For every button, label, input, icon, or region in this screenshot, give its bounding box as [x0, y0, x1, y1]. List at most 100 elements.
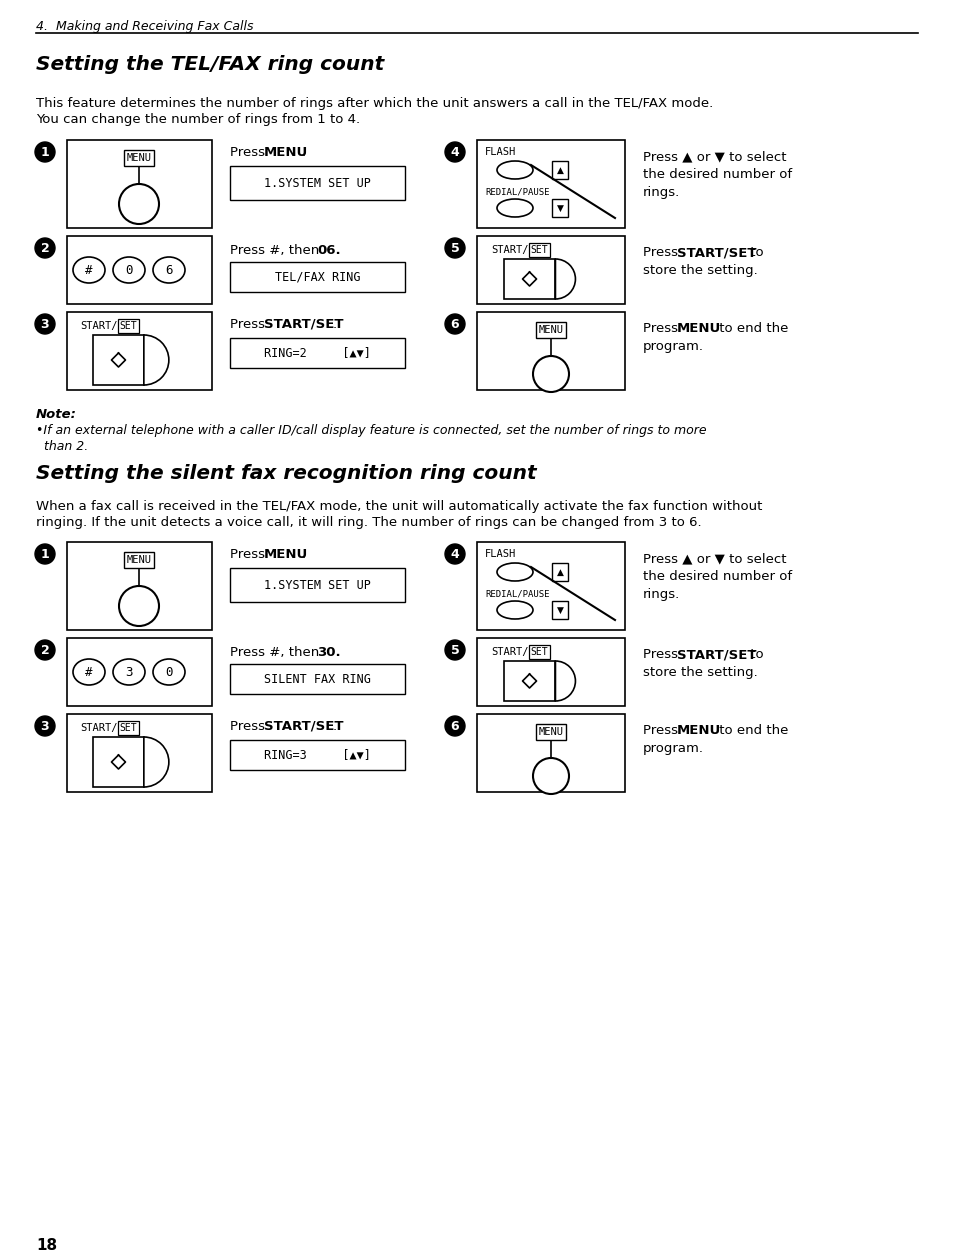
- Text: 1: 1: [41, 548, 50, 560]
- Text: Setting the silent fax recognition ring count: Setting the silent fax recognition ring …: [36, 465, 536, 483]
- Text: START/SET: START/SET: [677, 648, 756, 661]
- Circle shape: [533, 758, 568, 794]
- Circle shape: [35, 544, 55, 564]
- Text: MENU: MENU: [677, 724, 720, 737]
- Bar: [552, 563, 567, 580]
- Bar: [67, 140, 212, 228]
- Text: Press: Press: [230, 719, 269, 733]
- Text: MENU: MENU: [677, 322, 720, 335]
- Bar: [476, 638, 624, 706]
- Text: ▲: ▲: [556, 165, 563, 175]
- Circle shape: [444, 716, 464, 737]
- Bar: [503, 259, 555, 298]
- Circle shape: [35, 238, 55, 258]
- Text: 4.  Making and Receiving Fax Calls: 4. Making and Receiving Fax Calls: [36, 20, 253, 33]
- Text: START/: START/: [80, 321, 117, 331]
- Text: the desired number of: the desired number of: [642, 167, 791, 181]
- Bar: [476, 140, 624, 228]
- Text: to end the: to end the: [714, 724, 787, 737]
- Circle shape: [119, 585, 159, 626]
- Circle shape: [35, 142, 55, 162]
- Ellipse shape: [497, 601, 533, 619]
- Bar: [476, 235, 624, 303]
- Ellipse shape: [73, 257, 105, 283]
- Text: 1: 1: [41, 146, 50, 159]
- Text: RING=2     [▲▼]: RING=2 [▲▼]: [264, 346, 371, 360]
- Text: Press: Press: [230, 317, 269, 331]
- Text: than 2.: than 2.: [36, 439, 89, 453]
- Text: 6: 6: [165, 263, 172, 277]
- Text: 06.: 06.: [316, 243, 340, 257]
- Bar: [93, 737, 144, 787]
- Text: #: #: [85, 263, 92, 277]
- Text: START/: START/: [80, 723, 117, 733]
- Text: 5: 5: [450, 242, 459, 254]
- Text: 0: 0: [165, 666, 172, 679]
- Ellipse shape: [112, 658, 145, 685]
- Text: START/: START/: [491, 647, 528, 657]
- Text: MENU: MENU: [264, 146, 308, 159]
- Text: •If an external telephone with a caller ID/call display feature is connected, se: •If an external telephone with a caller …: [36, 424, 706, 437]
- Circle shape: [35, 640, 55, 660]
- Text: MENU: MENU: [127, 154, 152, 162]
- Text: 4: 4: [450, 548, 459, 560]
- Text: Note:: Note:: [36, 408, 77, 421]
- Bar: [476, 714, 624, 792]
- Text: Press ▲ or ▼ to select: Press ▲ or ▼ to select: [642, 150, 785, 162]
- Text: MENU: MENU: [127, 555, 152, 565]
- Text: This feature determines the number of rings after which the unit answers a call : This feature determines the number of ri…: [36, 97, 713, 110]
- Text: 2: 2: [41, 643, 50, 656]
- Bar: [67, 714, 212, 792]
- Text: the desired number of: the desired number of: [642, 570, 791, 583]
- Text: REDIAL/PAUSE: REDIAL/PAUSE: [484, 188, 549, 196]
- Text: 0: 0: [125, 263, 132, 277]
- Wedge shape: [555, 661, 575, 701]
- Text: You can change the number of rings from 1 to 4.: You can change the number of rings from …: [36, 113, 359, 126]
- Text: Press #, then: Press #, then: [230, 646, 323, 658]
- Text: 1.SYSTEM SET UP: 1.SYSTEM SET UP: [264, 176, 371, 190]
- Text: 5: 5: [450, 643, 459, 656]
- Text: START/SET: START/SET: [264, 719, 343, 733]
- Text: Press: Press: [230, 146, 269, 159]
- Circle shape: [444, 142, 464, 162]
- Text: 6: 6: [450, 719, 458, 733]
- Text: ringing. If the unit detects a voice call, it will ring. The number of rings can: ringing. If the unit detects a voice cal…: [36, 516, 700, 529]
- Text: START/SET: START/SET: [677, 246, 756, 259]
- Text: .: .: [302, 146, 306, 159]
- Bar: [552, 601, 567, 619]
- Bar: [230, 663, 405, 694]
- Circle shape: [444, 313, 464, 334]
- Text: store the setting.: store the setting.: [642, 264, 757, 277]
- Circle shape: [444, 544, 464, 564]
- Text: 3: 3: [41, 317, 50, 331]
- Bar: [67, 543, 212, 630]
- Text: SET: SET: [120, 723, 137, 733]
- Text: ▲: ▲: [556, 568, 563, 577]
- Text: Press: Press: [642, 724, 681, 737]
- Text: .: .: [333, 317, 336, 331]
- Text: to: to: [745, 246, 762, 259]
- Bar: [230, 262, 405, 292]
- Text: 6: 6: [450, 317, 458, 331]
- Ellipse shape: [497, 199, 533, 217]
- Text: 30.: 30.: [316, 646, 340, 658]
- Bar: [230, 740, 405, 771]
- Bar: [552, 161, 567, 179]
- Wedge shape: [144, 737, 169, 787]
- Text: Press: Press: [230, 548, 269, 560]
- Ellipse shape: [152, 658, 185, 685]
- Text: SILENT FAX RING: SILENT FAX RING: [264, 672, 371, 685]
- Bar: [93, 335, 144, 385]
- Text: SET: SET: [120, 321, 137, 331]
- Bar: [552, 199, 567, 217]
- Circle shape: [444, 238, 464, 258]
- Text: TEL/FAX RING: TEL/FAX RING: [274, 271, 360, 283]
- Bar: [230, 337, 405, 368]
- Text: FLASH: FLASH: [484, 549, 516, 559]
- Bar: [230, 166, 405, 200]
- Bar: [476, 312, 624, 390]
- Text: MENU: MENU: [537, 325, 563, 335]
- Text: 4: 4: [450, 146, 459, 159]
- Ellipse shape: [152, 257, 185, 283]
- Text: program.: program.: [642, 742, 703, 755]
